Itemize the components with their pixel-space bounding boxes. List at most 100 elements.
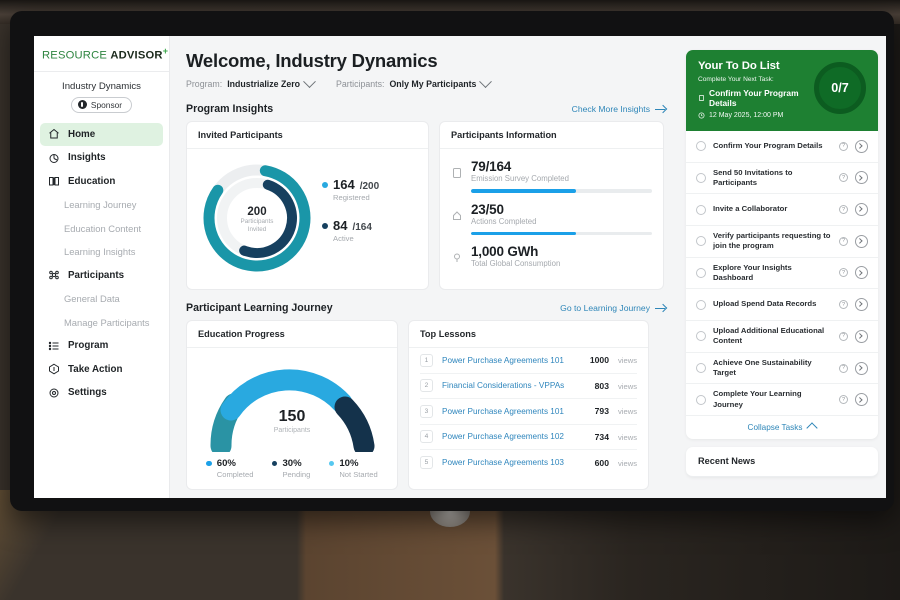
lesson-name[interactable]: Power Purchase Agreements 102 (442, 432, 564, 442)
help-icon[interactable]: ? (839, 268, 848, 278)
task-checkbox[interactable] (696, 172, 706, 183)
help-icon[interactable]: ? (839, 173, 848, 183)
legend-item-registered: 164/200 Registered (322, 177, 379, 202)
check-more-insights-label: Check More Insights (571, 104, 650, 114)
help-icon[interactable]: ? (839, 236, 848, 246)
arrow-right-icon (655, 105, 666, 114)
help-icon[interactable]: ? (839, 363, 848, 373)
legend-item-pending: 30% Pending (271, 458, 310, 479)
lesson-row[interactable]: 2 Financial Considerations - VPPAs 803 v… (420, 374, 637, 399)
help-icon[interactable]: ? (839, 395, 848, 405)
participants-filter[interactable]: Participants: Only My Participants (336, 74, 493, 89)
lesson-row[interactable]: 5 Power Purchase Agreements 103 600 view… (420, 450, 637, 476)
task-open-button[interactable] (855, 139, 868, 153)
task-checkbox[interactable] (696, 267, 706, 278)
sidebar-item-program[interactable]: Program (40, 334, 163, 358)
education-progress-body: 150 Participants 60% Completed 30% (187, 348, 397, 489)
collapse-tasks-button[interactable]: Collapse Tasks (686, 416, 878, 439)
sidebar-item-insights[interactable]: Insights (40, 146, 163, 170)
settings-icon (49, 388, 59, 398)
clock-icon (698, 112, 705, 119)
task-open-button[interactable] (855, 203, 868, 217)
task-label: Upload Spend Data Records (713, 299, 817, 309)
lesson-name[interactable]: Financial Considerations - VPPAs (442, 381, 565, 391)
education-progress-title: Education Progress (187, 321, 397, 348)
lesson-rank: 3 (420, 404, 433, 418)
task-label: Invite a Collaborator (713, 204, 788, 214)
help-icon[interactable]: ? (839, 300, 848, 310)
lesson-row[interactable]: 4 Power Purchase Agreements 102 734 view… (420, 425, 637, 450)
legend-value-active: 84 (333, 218, 348, 233)
help-icon[interactable]: ? (839, 331, 848, 341)
todo-task-item[interactable]: Complete Your Learning Journey ? (686, 384, 878, 417)
task-open-button[interactable] (855, 298, 868, 312)
sidebar-item-learning-journey[interactable]: Learning Journey (34, 193, 169, 217)
todo-next-task-label: Confirm Your Program Details (709, 88, 799, 108)
clipboard-icon (453, 168, 461, 178)
todo-task-item[interactable]: Achieve One Sustainability Target ? (686, 353, 878, 385)
sidebar-item-settings[interactable]: Settings (40, 381, 163, 405)
sidebar-item-learning-insights[interactable]: Learning Insights (34, 240, 169, 264)
info-row-emission-survey: 79/164 Emission Survey Completed (451, 159, 652, 193)
todo-task-item[interactable]: Upload Spend Data Records ? (686, 289, 878, 321)
help-icon[interactable]: ? (839, 141, 848, 151)
task-checkbox[interactable] (696, 204, 706, 215)
legend-total-active: /164 (352, 222, 372, 233)
todo-task-item[interactable]: Send 50 Invitations to Participants ? (686, 163, 878, 195)
sidebar-item-label: Learning Insights (64, 246, 136, 258)
todo-task-item[interactable]: Verify participants requesting to join t… (686, 226, 878, 258)
legend-dot-active (322, 222, 328, 229)
lesson-name[interactable]: Power Purchase Agreements 101 (442, 355, 564, 365)
legend-caption-not-started: Not Started (339, 470, 378, 479)
lesson-name[interactable]: Power Purchase Agreements 103 (442, 458, 564, 468)
task-checkbox[interactable] (696, 394, 706, 405)
task-open-button[interactable] (855, 361, 868, 375)
recent-news-card: Recent News (686, 447, 878, 478)
check-more-insights-link[interactable]: Check More Insights (572, 104, 666, 114)
task-open-button[interactable] (855, 234, 868, 248)
task-checkbox[interactable] (696, 141, 706, 152)
todo-task-item[interactable]: Upload Additional Educational Content ? (686, 321, 878, 353)
progress-bar-actions-completed (471, 231, 652, 236)
task-checkbox[interactable] (696, 331, 706, 342)
task-checkbox[interactable] (696, 299, 706, 310)
task-open-button[interactable] (855, 171, 868, 185)
lesson-rank: 1 (420, 353, 433, 367)
task-open-button[interactable] (855, 266, 868, 280)
sidebar-item-home[interactable]: Home (40, 122, 163, 147)
sponsor-badge[interactable]: Sponsor (70, 96, 133, 113)
lesson-row[interactable]: 3 Power Purchase Agreements 101 793 view… (420, 399, 637, 425)
top-lessons-card: Top Lessons 1 Power Purchase Agreements … (408, 320, 649, 490)
sidebar-item-general-data[interactable]: General Data (34, 287, 169, 311)
sidebar-item-manage-participants[interactable]: Manage Participants (34, 311, 169, 335)
sidebar-item-take-action[interactable]: Take Action (40, 358, 163, 382)
go-to-learning-journey-link[interactable]: Go to Learning Journey (560, 303, 666, 313)
lesson-views-label: views (618, 458, 637, 468)
task-open-button[interactable] (855, 393, 868, 407)
recent-news-title: Recent News (698, 456, 756, 467)
lesson-rank: 5 (420, 456, 433, 470)
info-value-emission-survey: 79/164 (471, 159, 512, 174)
sidebar-item-education-content[interactable]: Education Content (34, 217, 169, 241)
sidebar-item-label: Program (68, 340, 109, 352)
legend-value-registered: 164 (333, 177, 355, 192)
lesson-row[interactable]: 1 Power Purchase Agreements 101 1000 vie… (420, 348, 637, 374)
sidebar-item-education[interactable]: Education (40, 170, 163, 194)
task-label: Achieve One Sustainability Target (713, 357, 812, 378)
clipboard-icon (699, 95, 704, 101)
todo-task-item[interactable]: Invite a Collaborator ? (686, 194, 878, 226)
todo-task-item[interactable]: Explore Your Insights Dashboard ? (686, 258, 878, 290)
task-checkbox[interactable] (696, 363, 706, 374)
bulb-icon (454, 253, 460, 263)
lesson-name[interactable]: Power Purchase Agreements 101 (442, 406, 564, 416)
task-open-button[interactable] (855, 329, 868, 343)
task-checkbox[interactable] (696, 236, 706, 247)
lesson-views: 793 (594, 406, 609, 417)
help-icon[interactable]: ? (839, 205, 848, 215)
todo-task-item[interactable]: Confirm Your Program Details ? (686, 131, 878, 163)
sidebar-item-label: Education Content (64, 222, 142, 234)
participants-icon (49, 271, 59, 280)
program-filter[interactable]: Program: Industrialize Zero (186, 74, 316, 89)
sidebar-item-participants[interactable]: Participants (40, 264, 163, 288)
participants-information-body: 79/164 Emission Survey Completed 23/50 A… (440, 149, 663, 280)
